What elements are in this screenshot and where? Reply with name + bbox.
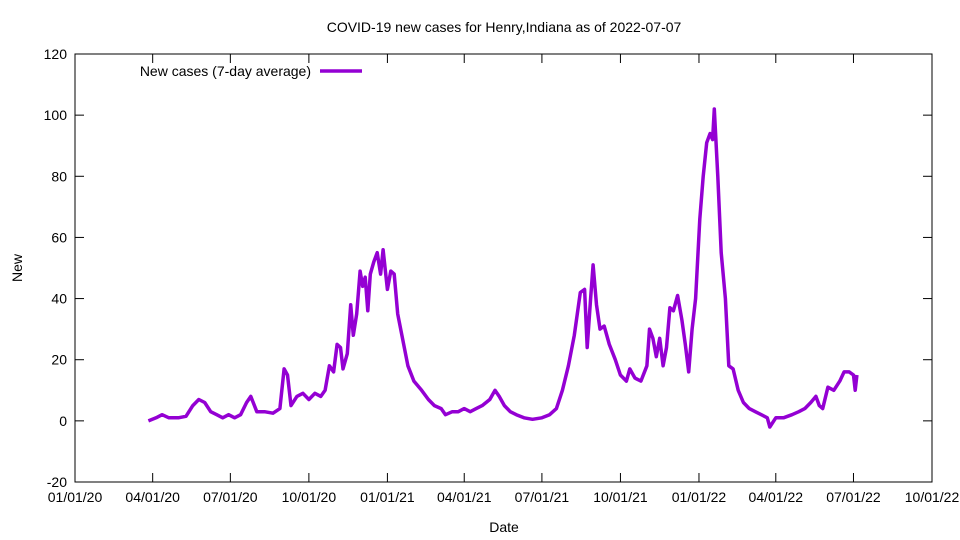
y-tick-label: 120 xyxy=(44,46,68,62)
x-axis-label: Date xyxy=(489,519,519,535)
y-tick-label: 60 xyxy=(51,229,67,245)
x-tick-label: 10/01/20 xyxy=(282,489,337,505)
y-tick-label: 0 xyxy=(59,413,67,429)
x-tick-label: 07/01/22 xyxy=(826,489,881,505)
x-tick-label: 10/01/21 xyxy=(593,489,648,505)
y-tick-label: 20 xyxy=(51,352,67,368)
chart-title: COVID-19 new cases for Henry,Indiana as … xyxy=(327,19,682,35)
series-line-new-cases xyxy=(147,107,859,429)
x-tick-label: 04/01/22 xyxy=(749,489,804,505)
plot-border xyxy=(74,53,933,483)
x-tick-label: 07/01/20 xyxy=(203,489,258,505)
legend: New cases (7-day average) xyxy=(140,63,362,79)
y-axis-label: New xyxy=(9,253,25,282)
y-tick-label: 80 xyxy=(51,168,67,184)
x-tick-label: 07/01/21 xyxy=(515,489,570,505)
y-tick-label: -20 xyxy=(47,474,67,490)
y-tick-label: 40 xyxy=(51,291,67,307)
x-tick-label: 01/01/20 xyxy=(48,489,103,505)
y-tick-label: 100 xyxy=(44,107,68,123)
x-tick-label: 01/01/21 xyxy=(360,489,415,505)
x-tick-label: 04/01/21 xyxy=(437,489,492,505)
x-tick-label: 01/01/22 xyxy=(672,489,727,505)
legend-label: New cases (7-day average) xyxy=(140,63,311,79)
x-tick-label: 10/01/22 xyxy=(905,489,960,505)
x-tick-label: 04/01/20 xyxy=(125,489,180,505)
